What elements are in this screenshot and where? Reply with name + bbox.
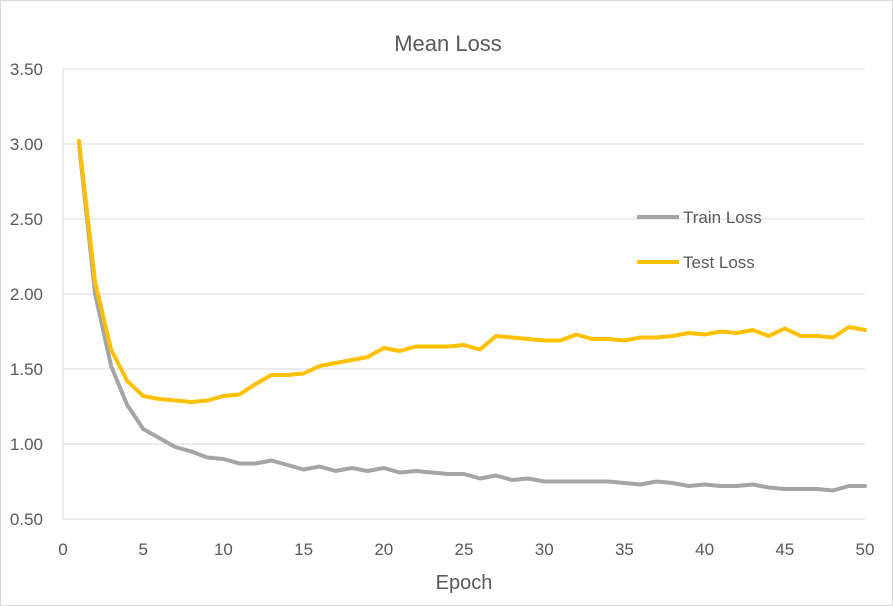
x-tick-label: 35 xyxy=(615,540,634,559)
x-tick-label: 30 xyxy=(535,540,554,559)
y-tick-label: 3.50 xyxy=(10,60,43,79)
x-tick-label: 25 xyxy=(455,540,474,559)
x-axis-label: Epoch xyxy=(436,572,493,594)
y-tick-label: 2.00 xyxy=(10,285,43,304)
legend-label: Train Loss xyxy=(683,208,762,227)
x-axis-ticks: 0 5 10 15 20 25 30 35 40 45 50 xyxy=(58,540,874,559)
legend-label: Test Loss xyxy=(683,253,755,272)
x-tick-label: 20 xyxy=(374,540,393,559)
y-axis-ticks: 0.50 1.00 1.50 2.00 2.50 3.00 3.50 xyxy=(10,60,43,529)
x-tick-label: 50 xyxy=(856,540,875,559)
y-tick-label: 1.00 xyxy=(10,435,43,454)
x-tick-label: 45 xyxy=(775,540,794,559)
series-lines xyxy=(77,139,867,493)
x-tick-label: 5 xyxy=(138,540,147,559)
series-line-test-loss xyxy=(77,139,867,404)
x-tick-label: 0 xyxy=(58,540,67,559)
y-tick-label: 1.50 xyxy=(10,360,43,379)
x-tick-label: 15 xyxy=(294,540,313,559)
series-line-train-loss xyxy=(77,142,867,493)
x-tick-label: 40 xyxy=(695,540,714,559)
y-tick-label: 3.00 xyxy=(10,135,43,154)
legend: Train Loss Test Loss xyxy=(637,208,762,272)
gridlines xyxy=(62,68,865,520)
chart-title: Mean Loss xyxy=(394,31,502,56)
y-tick-label: 2.50 xyxy=(10,210,43,229)
y-tick-label: 0.50 xyxy=(10,510,43,529)
x-tick-label: 10 xyxy=(214,540,233,559)
